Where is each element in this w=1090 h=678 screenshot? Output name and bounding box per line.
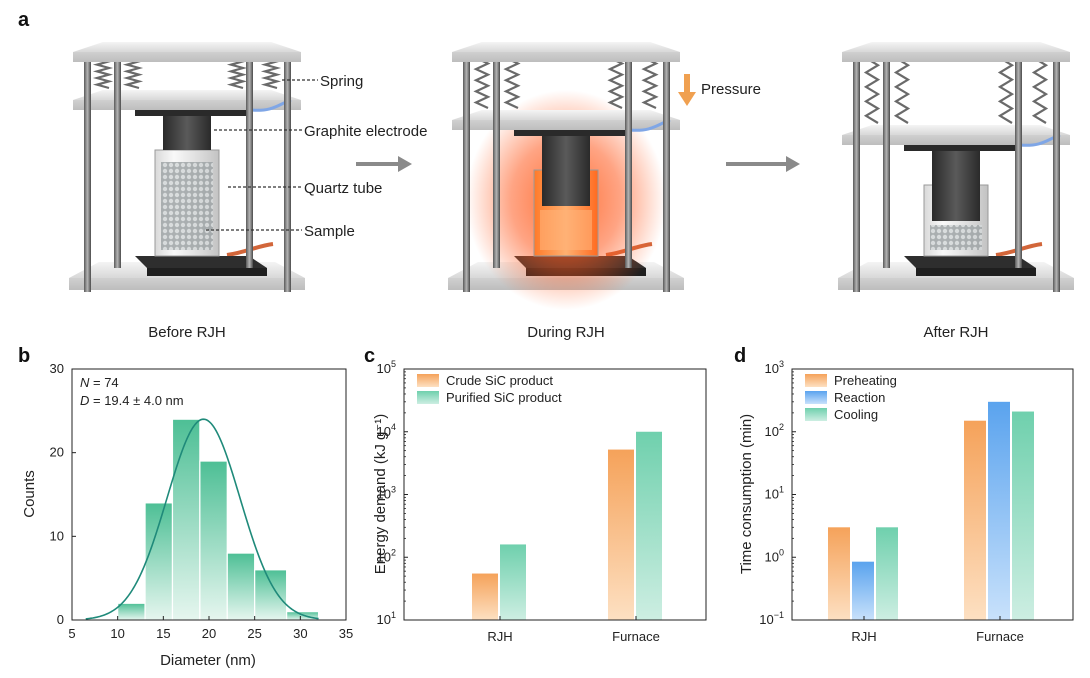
bar-preheating-rjh	[828, 527, 850, 620]
time-consumption-chart: 10−1 100 101 102 103 RJH Furnace Preheating Rea…	[738, 359, 1074, 644]
caption-after-rjh: After RJH	[923, 324, 988, 341]
legend-swatch	[805, 374, 827, 387]
bar-purified-sic-product-rjh	[500, 544, 526, 620]
legend-label: Crude SiC product	[446, 373, 553, 388]
histogram-bars	[117, 418, 320, 621]
panel-d-label: d	[734, 345, 746, 367]
x-category-label: Furnace	[976, 629, 1024, 644]
bar-preheating-furnace	[964, 420, 986, 620]
panel-c-label: c	[364, 345, 375, 367]
x-tick-label: 10	[110, 626, 124, 641]
bar-cooling-furnace	[1012, 411, 1034, 620]
legend-label: Preheating	[834, 373, 897, 388]
y-tick-label: 10−1	[759, 610, 784, 627]
histogram-bar	[117, 602, 146, 621]
label-sample: Sample	[304, 223, 355, 240]
x-tick-label: 30	[293, 626, 307, 641]
time-axes: 10−1 100 101 102 103 RJH Furnace	[759, 359, 1074, 644]
y-tick-label: 103	[765, 359, 784, 376]
energy-y-label: Energy demand (kJ g⁻¹)	[372, 414, 389, 574]
legend-swatch	[417, 391, 439, 404]
y-tick-label: 20	[50, 445, 64, 460]
rjh-devices	[69, 42, 1074, 310]
caption-during-rjh: During RJH	[527, 324, 605, 341]
bar-purified-sic-product-furnace	[636, 431, 662, 620]
y-tick-label: 103	[377, 485, 396, 502]
x-tick-label: 15	[156, 626, 170, 641]
label-graphite-electrode: Graphite electrode	[304, 123, 427, 140]
x-tick-label: 35	[339, 626, 353, 641]
bar-crude-sic-product-furnace	[608, 449, 634, 620]
bar-reaction-furnace	[988, 401, 1010, 620]
histogram-bar	[286, 611, 320, 621]
x-category-label: RJH	[487, 629, 512, 644]
legend-swatch	[805, 391, 827, 404]
bar-reaction-rjh	[852, 561, 874, 620]
histogram-axes: 5 10 15 20 25 30 35 0 10 20 30	[50, 361, 354, 641]
energy-demand-chart: 101 102 103 104 105 RJH Furnace Crude SiC prod…	[372, 359, 707, 644]
histogram-x-label: Diameter (nm)	[160, 652, 256, 669]
time-bars	[828, 401, 1034, 620]
panel-b-label: b	[18, 345, 30, 367]
y-tick-label: 105	[377, 359, 396, 376]
process-arrow-2	[726, 156, 800, 172]
energy-axes: 101 102 103 104 105 RJH Furnace	[377, 359, 707, 644]
label-quartz-tube: Quartz tube	[304, 180, 382, 197]
process-arrow-1	[356, 156, 412, 172]
stat-n: N = 74	[80, 375, 119, 390]
y-tick-label: 0	[57, 612, 64, 627]
energy-legend: Crude SiC product Purified SiC product	[417, 373, 562, 405]
y-tick-label: 10	[50, 528, 64, 543]
bar-crude-sic-product-rjh	[472, 573, 498, 620]
press-device-during	[448, 42, 684, 310]
histogram-bar	[226, 552, 256, 621]
histogram-bar	[171, 418, 201, 621]
label-pressure: Pressure	[701, 81, 761, 98]
gaussian-fit-curve	[85, 418, 319, 620]
x-category-label: RJH	[851, 629, 876, 644]
histogram-y-label: Counts	[21, 470, 38, 518]
y-tick-label: 102	[765, 422, 784, 439]
y-tick-label: 104	[377, 422, 396, 439]
x-tick-label: 5	[68, 626, 75, 641]
legend-swatch	[805, 408, 827, 421]
time-y-label: Time consumption (min)	[738, 414, 755, 574]
x-tick-label: 25	[247, 626, 261, 641]
histogram-bar	[199, 460, 228, 621]
stat-d: D = 19.4 ± 4.0 nm	[80, 393, 184, 408]
histogram-chart: 5 10 15 20 25 30 35 0 10 20 30 N = 74 D = 19.4 ± 4…	[21, 361, 353, 669]
legend-swatch	[417, 374, 439, 387]
caption-before-rjh: Before RJH	[148, 324, 226, 341]
legend-label: Cooling	[834, 407, 878, 422]
x-category-label: Furnace	[612, 629, 660, 644]
y-tick-label: 101	[765, 485, 784, 502]
y-tick-label: 100	[765, 547, 784, 564]
energy-bars	[472, 431, 662, 620]
y-tick-label: 30	[50, 361, 64, 376]
y-tick-label: 101	[377, 610, 396, 627]
x-tick-label: 20	[202, 626, 216, 641]
press-device-before	[69, 42, 305, 292]
y-tick-label: 102	[377, 547, 396, 564]
legend-label: Reaction	[834, 390, 885, 405]
legend-label: Purified SiC product	[446, 390, 562, 405]
histogram-bar	[144, 502, 174, 621]
press-device-after	[838, 42, 1074, 292]
histogram-bar	[254, 569, 288, 621]
time-legend: Preheating Reaction Cooling	[805, 373, 897, 422]
panel-a-label: a	[18, 9, 30, 31]
label-spring: Spring	[320, 73, 363, 90]
pressure-arrow-icon	[678, 74, 696, 106]
annotation-leaders	[206, 79, 318, 231]
bar-cooling-rjh	[876, 527, 898, 620]
